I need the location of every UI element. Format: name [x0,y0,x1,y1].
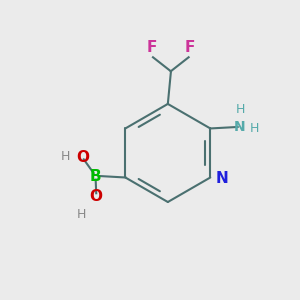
Text: H: H [76,208,86,221]
Text: B: B [90,169,101,184]
Text: H: H [60,151,70,164]
Text: F: F [146,40,157,55]
Text: N: N [234,120,246,134]
Text: H: H [235,103,245,116]
Text: F: F [185,40,195,55]
Text: H: H [250,122,259,135]
Text: N: N [216,172,228,187]
Text: O: O [76,150,89,165]
Text: O: O [90,189,103,204]
